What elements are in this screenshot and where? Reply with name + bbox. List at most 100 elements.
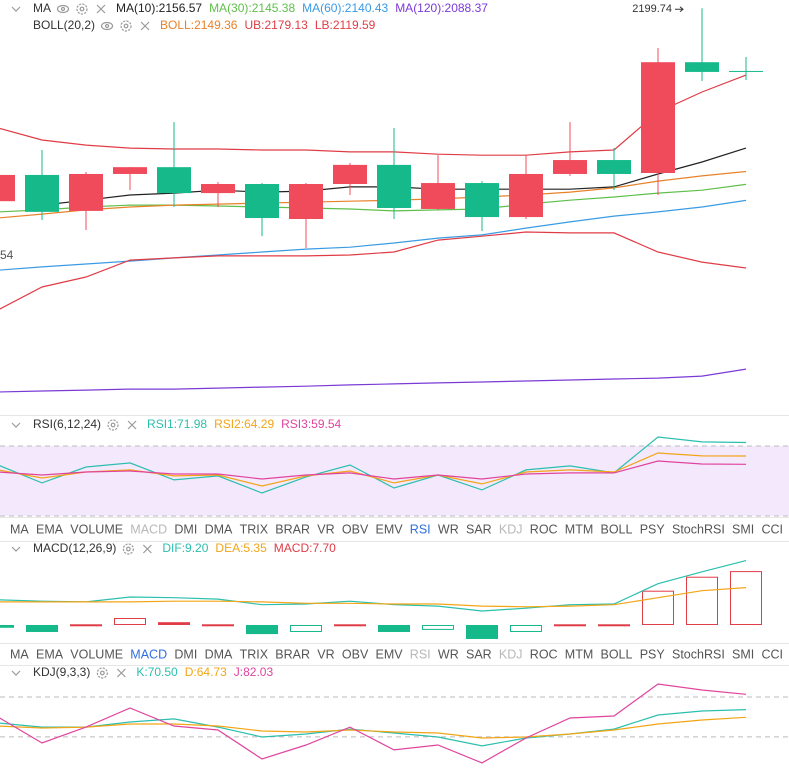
indicator-tab[interactable]: OBV [342,522,369,536]
collapse-chevron[interactable] [11,546,21,552]
candle-body [333,164,367,185]
visibility-icon-pupil[interactable] [60,6,66,12]
close-icon[interactable] [140,21,150,31]
indicator-tab[interactable]: TRIX [240,647,269,661]
close-icon[interactable] [116,668,126,678]
candle-body [113,167,147,174]
macd-bar [730,571,762,625]
legend-entry: LB:2119.59 [315,18,376,32]
settings-icon-core[interactable] [125,546,131,552]
indicator-tab[interactable]: ROC [530,522,558,536]
indicator-line [0,452,747,487]
indicator-tab[interactable]: EMA [36,522,64,536]
legend-entry: MA(10):2156.57 [116,1,202,15]
indicator-tab[interactable]: RSI [410,647,431,661]
settings-icon-core[interactable] [99,670,105,676]
visibility-icon[interactable] [100,21,114,31]
indicator-tab[interactable]: PSY [640,522,666,536]
settings-icon[interactable] [76,3,88,15]
indicator-tab[interactable]: WR [438,647,459,661]
indicator-tab[interactable]: VOLUME [70,647,123,661]
indicator-tab[interactable]: MTM [565,647,593,661]
candle-body [421,183,455,209]
indicator-tab[interactable]: MACD [130,522,167,536]
settings-icon[interactable] [96,667,108,679]
macd-bar [554,624,586,627]
indicator-title: BOLL(20,2) [33,18,95,32]
candle-body [289,184,323,220]
legend-entry: DEA:5.35 [215,541,267,555]
indicator-tab[interactable]: RSI [410,522,431,536]
indicator-tab[interactable]: VOLUME [70,522,123,536]
indicator-tab[interactable]: DMI [174,522,197,536]
settings-icon[interactable] [120,20,132,32]
indicator-tab[interactable]: KDJ [499,647,523,661]
indicator-tab[interactable]: DMA [205,647,233,661]
candle-body [641,62,675,173]
candle-body [729,70,763,72]
legend-entry: RSI2:64.29 [214,417,274,431]
indicator-tab[interactable]: PSY [640,647,666,661]
close-icon[interactable] [142,544,152,554]
legend-entry: BOLL:2149.36 [160,18,238,32]
indicator-tab[interactable]: TRIX [240,522,269,536]
candle-body [597,160,631,174]
indicator-tab[interactable]: StochRSI [672,647,725,661]
indicator-tab[interactable]: MA [10,647,29,661]
close-icon[interactable] [127,420,137,430]
indicator-tab[interactable]: StochRSI [672,522,725,536]
collapse-chevron[interactable] [11,422,21,428]
indicator-line [0,74,747,156]
indicator-line [0,587,747,608]
legend-entry: MA(60):2140.43 [302,1,388,15]
indicator-tab[interactable]: CCI [762,647,784,661]
indicator-line [0,170,747,219]
settings-icon[interactable] [107,419,119,431]
indicator-tab[interactable]: MTM [565,522,593,536]
indicator-tab[interactable]: WR [438,522,459,536]
indicator-tab[interactable]: BOLL [601,647,633,661]
indicator-tab[interactable]: DMI [174,647,197,661]
legend-entry: MA(120):2088.37 [395,1,488,15]
indicator-tab[interactable]: SAR [466,522,492,536]
indicator-tab[interactable]: BOLL [601,522,633,536]
legend-entry: MACD:7.70 [274,541,336,555]
indicator-tab[interactable]: MACD [130,647,167,661]
indicator-tab[interactable]: MA [10,522,29,536]
indicator-tab[interactable]: OBV [342,647,369,661]
indicator-tab[interactable]: SAR [466,647,492,661]
indicator-title: MA [33,1,51,15]
visibility-icon[interactable] [56,4,70,14]
close-icon[interactable] [96,4,106,14]
indicator-tab[interactable]: EMV [376,522,404,536]
candle-body [25,174,59,212]
indicator-tab[interactable]: SMI [732,647,754,661]
indicator-tab[interactable]: CCI [762,522,784,536]
indicator-tab[interactable]: SMI [732,522,754,536]
indicator-tab[interactable]: KDJ [499,522,523,536]
indicator-tab[interactable]: BRAR [275,647,310,661]
high-price-label: 2199.74 [632,3,672,15]
indicator-tab[interactable]: EMA [36,647,64,661]
settings-icon-core[interactable] [110,422,116,428]
high-price-arrow [675,6,684,13]
settings-icon-core[interactable] [79,6,85,12]
visibility-icon-pupil[interactable] [104,23,110,29]
legend-entry: DIF:9.20 [162,541,208,555]
indicator-tab[interactable]: BRAR [275,522,310,536]
legend-entry: MA(30):2145.38 [209,1,295,15]
settings-icon[interactable] [122,543,134,555]
indicator-tab[interactable]: VR [317,522,334,536]
indicator-line [0,560,747,612]
candle-body [377,164,411,208]
settings-icon-core[interactable] [123,23,129,29]
indicator-tab[interactable]: VR [317,647,334,661]
indicator-tab[interactable]: DMA [205,522,233,536]
indicator-line [0,183,747,213]
indicator-tab[interactable]: EMV [376,647,404,661]
candle-body [509,173,543,218]
collapse-chevron[interactable] [11,6,21,12]
collapse-chevron[interactable] [11,670,21,676]
indicator-tab[interactable]: ROC [530,647,558,661]
